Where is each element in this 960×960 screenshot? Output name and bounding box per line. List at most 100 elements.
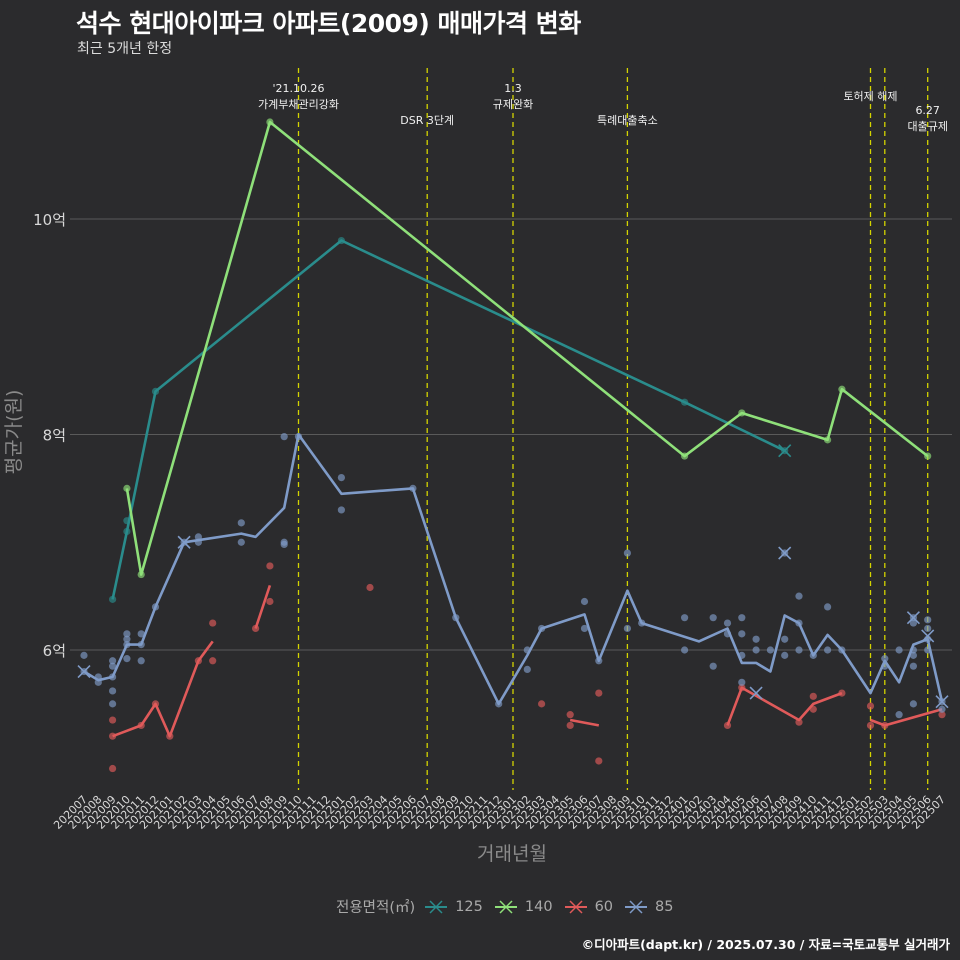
data-point-85 (109, 673, 117, 681)
data-point-85 (538, 624, 546, 633)
legend-key-85-icon (625, 899, 648, 914)
event-label: '21.10.26 (272, 82, 324, 95)
data-point-140 (681, 452, 689, 460)
data-point-85 (137, 630, 145, 638)
cross-stroke (778, 444, 792, 458)
data-point-60 (151, 700, 160, 708)
legend-key-125-icon (425, 899, 448, 914)
data-point-85 (709, 662, 717, 670)
legend-key-140-icon (494, 899, 517, 914)
data-point-140 (266, 118, 274, 126)
data-point-85 (137, 641, 145, 649)
data-point-85 (194, 533, 202, 541)
data-point-125 (123, 527, 131, 536)
data-point-60 (266, 597, 274, 606)
event-label: 6.27 (915, 104, 940, 117)
data-point-85 (924, 624, 932, 633)
data-point-85 (109, 657, 117, 665)
cross-stroke (921, 629, 935, 643)
data-point-60 (595, 757, 603, 765)
data-point-85 (80, 651, 88, 659)
cross-marker-85 (749, 686, 763, 700)
y-axis-ticks: 6억 8억 10억 (33, 211, 66, 660)
data-point-85 (109, 662, 117, 670)
event-label: 규제완화 (493, 98, 533, 111)
data-point-85 (638, 619, 646, 627)
x-axis-label: 거래년월 (477, 843, 547, 865)
legend-title: 전용면적(㎡) (336, 900, 416, 916)
data-point-60 (566, 711, 574, 719)
data-point-85 (766, 646, 775, 654)
legend-item-85: 85 (625, 899, 673, 915)
data-point-85 (523, 646, 531, 654)
legend-label-85: 85 (655, 898, 674, 915)
y-tick-label: 10억 (33, 211, 66, 229)
cross-stroke (749, 686, 763, 700)
data-point-85 (495, 700, 503, 708)
data-point-85 (895, 711, 903, 719)
y-axis-label: 평균가(원) (3, 390, 25, 475)
data-point-60 (838, 689, 846, 697)
data-point-60 (266, 562, 274, 570)
data-point-140 (123, 484, 131, 492)
data-point-85 (681, 614, 689, 622)
data-point-125 (123, 517, 131, 525)
data-point-85 (280, 433, 288, 441)
data-point-125 (109, 595, 117, 603)
data-point-85 (409, 484, 417, 492)
data-point-60 (866, 721, 875, 730)
data-point-85 (237, 519, 245, 527)
event-label: 특례대출축소 (597, 114, 658, 127)
data-point-60 (137, 721, 145, 730)
data-point-85 (337, 474, 345, 482)
data-point-60 (209, 619, 217, 627)
data-point-85 (781, 651, 789, 659)
data-point-85 (280, 538, 288, 546)
cross-stroke (778, 546, 792, 560)
event-label: 대출규제 (907, 120, 947, 133)
cross-marker-85 (177, 535, 191, 549)
data-point-60 (566, 721, 574, 730)
data-point-85 (781, 635, 789, 643)
data-point-60 (881, 721, 889, 730)
data-point-140 (137, 570, 145, 579)
data-point-85 (681, 646, 689, 654)
data-point-60 (252, 624, 260, 633)
data-point-85 (723, 630, 732, 638)
event-label: 1.3 (504, 82, 522, 95)
data-point-60 (194, 657, 202, 665)
data-point-85 (909, 662, 918, 670)
data-point-60 (809, 692, 817, 700)
series-line-140 (125, 120, 929, 576)
event-label: 토허제 해제 (843, 89, 897, 103)
data-point-60 (209, 657, 217, 665)
data-point-85 (94, 673, 102, 681)
cross-stroke (935, 695, 949, 709)
data-point-140 (824, 436, 832, 444)
cross-marker-85 (77, 664, 91, 679)
series-line-60 (726, 686, 843, 726)
gridlines (70, 218, 952, 651)
data-point-60 (866, 702, 875, 710)
series-line-60 (254, 584, 272, 629)
x-axis-ticks: 2020072020082020092020102020112020122021… (51, 793, 948, 832)
data-point-60 (723, 721, 732, 730)
data-point-60 (109, 764, 117, 773)
data-point-85 (151, 603, 160, 611)
data-point-125 (151, 387, 160, 395)
data-point-85 (738, 630, 746, 638)
data-point-60 (366, 583, 374, 592)
cross-stroke (77, 664, 91, 679)
data-point-85 (938, 705, 946, 713)
cross-marker-85 (921, 629, 935, 643)
y-tick-label: 6억 (43, 642, 66, 660)
legend-label-140: 140 (524, 898, 553, 915)
event-label: 가계부채관리강화 (258, 98, 339, 111)
data-point-85 (881, 655, 889, 663)
series-line-125 (111, 239, 786, 600)
data-point-85 (909, 651, 918, 659)
data-point-85 (123, 641, 131, 649)
data-point-85 (452, 614, 460, 622)
